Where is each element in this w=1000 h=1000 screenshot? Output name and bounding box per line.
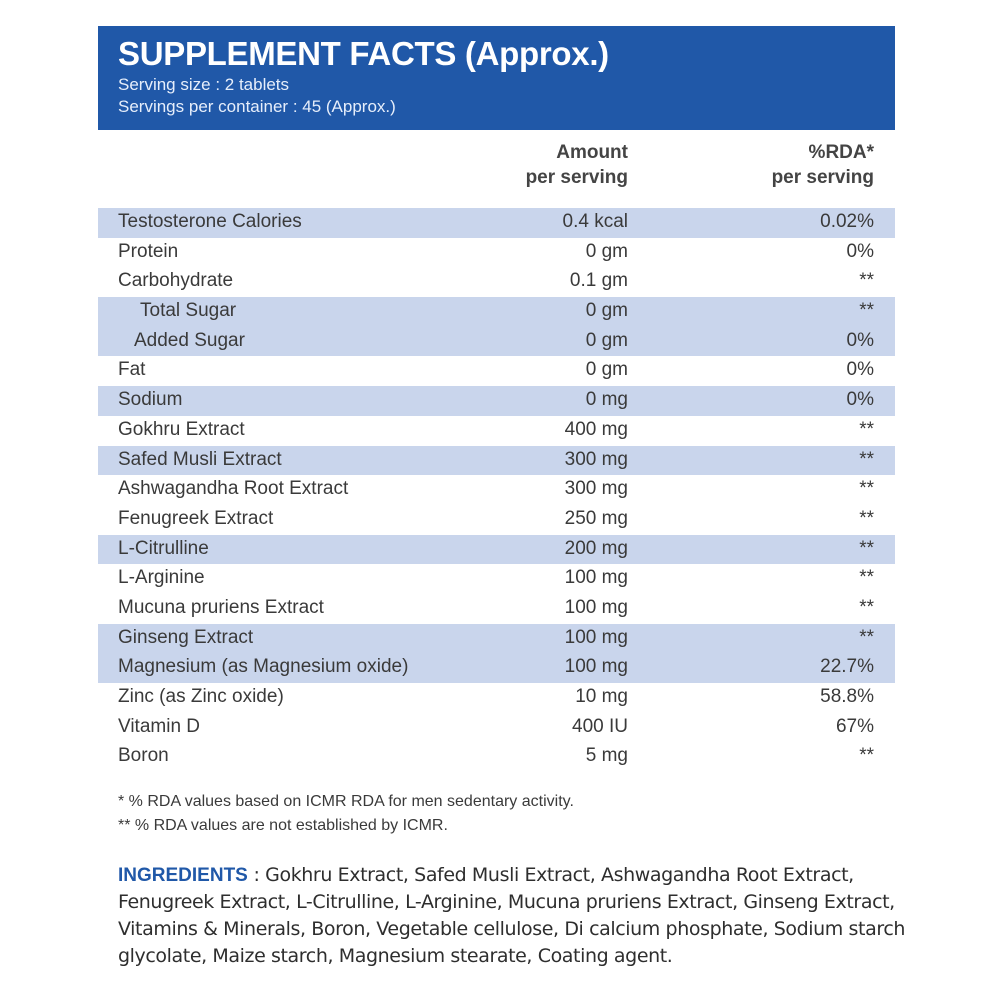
nutrient-name: Ginseng Extract [118,626,254,648]
nutrient-rda: 0% [846,389,874,411]
table-row: Zinc (as Zinc oxide) 10 mg 58.8% [98,683,895,713]
nutrient-name: Zinc (as Zinc oxide) [118,686,284,707]
nutrient-name: Boron [118,745,169,767]
table-row: Sodium 0 mg 0% [98,386,895,416]
nutrient-amount: 0.1 gm [569,270,628,292]
table-row: Protein 0 gm 0% [98,238,895,268]
table-row: L-Arginine 100 mg ** [98,564,895,594]
table-row: Testosterone Calories 0.4 kcal 0.02% [98,208,895,238]
ingredients-text: : Gokhru Extract, Safed Musli Extract, A… [118,864,906,967]
nutrient-table: Testosterone Calories 0.4 kcal 0.02% Protei… [98,208,895,772]
table-row: Safed Musli Extract 300 mg ** [98,445,895,476]
footnote-rda-not-established: ** % RDA values are not established by I… [118,817,448,834]
table-row: Total Sugar 0 gm ** [98,297,895,327]
table-row: L-Citrulline 200 mg ** [98,534,895,565]
table-row: Added Sugar 0 gm 0% [98,326,895,357]
nutrient-amount: 10 mg [575,686,628,707]
nutrient-rda: ** [859,300,874,322]
table-row: Fat 0 gm 0% [98,356,895,386]
nutrient-name: Sodium [118,389,183,411]
nutrient-rda: ** [859,745,874,767]
nutrient-name: Vitamin D [118,715,201,737]
nutrient-rda: 58.8% [820,686,874,707]
table-row: Gokhru Extract 400 mg ** [98,416,895,446]
nutrient-amount: 0 gm [585,240,628,262]
rda-column-header: %RDA* per serving [772,140,874,190]
nutrient-amount: 100 mg [564,567,628,589]
nutrient-amount: 400 mg [564,418,628,440]
footnotes: * % RDA values based on ICMR RDA for men… [118,790,574,838]
servings-per-container: Servings per container : 45 (Approx.) [118,97,396,116]
nutrient-name: Protein [118,240,179,262]
nutrient-name: Safed Musli Extract [118,448,282,470]
nutrient-rda: ** [859,507,874,529]
nutrient-amount: 250 mg [564,507,628,529]
table-row: Magnesium (as Magnesium oxide) 100 mg 22.7… [98,653,895,683]
nutrient-amount: 100 mg [564,656,628,678]
nutrient-rda: 0% [846,359,874,381]
table-row: Mucuna pruriens Extract 100 mg ** [98,594,895,624]
nutrient-amount: 200 mg [564,537,628,559]
table-row: Vitamin D 400 IU 67% [98,713,895,743]
nutrient-amount: 100 mg [564,626,628,648]
nutrient-amount: 100 mg [564,596,628,618]
nutrient-name: Total Sugar [140,300,237,322]
nutrient-amount: 5 mg [585,745,628,767]
table-row: Ginseng Extract 100 mg ** [98,623,895,654]
nutrient-rda: 0% [846,240,874,262]
nutrient-name: Fat [118,359,146,381]
nutrient-rda: ** [859,270,874,292]
nutrient-rda: ** [859,567,874,589]
footnote-rda-basis: * % RDA values based on ICMR RDA for men… [118,793,574,810]
nutrient-rda: ** [859,418,874,440]
table-row: Boron 5 mg ** [98,742,895,772]
nutrient-amount: 0 gm [585,329,628,351]
nutrient-name: Gokhru Extract [118,418,245,440]
nutrient-rda: ** [859,478,874,500]
table-row: Carbohydrate 0.1 gm ** [98,267,895,297]
nutrient-rda: ** [859,596,874,618]
nutrient-amount: 0 gm [585,359,628,381]
table-row: Ashwagandha Root Extract 300 mg ** [98,475,895,505]
nutrient-amount: 300 mg [564,478,628,500]
nutrient-name: Mucuna pruriens Extract [118,596,324,618]
nutrient-name: Fenugreek Extract [118,507,274,529]
amount-header-line2: per serving [525,167,628,188]
nutrient-rda: ** [859,537,874,559]
rda-header-line1: %RDA* [808,142,874,163]
table-row: Fenugreek Extract 250 mg ** [98,505,895,535]
ingredients-section: INGREDIENTS : Gokhru Extract, Safed Musl… [118,862,918,970]
nutrient-rda: 22.7% [820,656,874,678]
nutrient-rda: ** [859,626,874,648]
nutrient-rda: 0.02% [820,211,874,232]
nutrient-amount: 400 IU [572,715,628,737]
nutrient-amount: 0.4 kcal [562,211,628,232]
nutrient-name: L-Citrulline [118,537,209,559]
nutrient-name: Ashwagandha Root Extract [118,478,349,500]
nutrient-amount: 0 gm [585,300,628,322]
facts-header: SUPPLEMENT FACTS (Approx.) Serving size … [98,26,895,130]
nutrient-name: L-Arginine [118,567,205,589]
column-headers: Amount per serving %RDA* per serving [98,130,895,208]
facts-title: SUPPLEMENT FACTS (Approx.) [118,35,609,72]
nutrient-rda: 67% [835,715,874,737]
ingredients-label: INGREDIENTS [118,865,248,886]
rda-header-line2: per serving [771,167,874,188]
supplement-facts-panel: SUPPLEMENT FACTS (Approx.) Serving size … [98,26,895,772]
amount-column-header: Amount per serving [526,140,628,190]
nutrient-amount: 0 mg [585,389,628,411]
nutrient-rda: 0% [846,329,874,351]
nutrient-name: Magnesium (as Magnesium oxide) [118,656,409,678]
nutrient-name: Added Sugar [134,329,245,351]
nutrient-name: Carbohydrate [118,270,234,292]
nutrient-amount: 300 mg [564,448,628,470]
nutrient-name: Testosterone Calories [118,211,302,232]
amount-header-line1: Amount [556,142,628,163]
serving-size: Serving size : 2 tablets [118,75,290,94]
nutrient-rda: ** [859,448,874,470]
